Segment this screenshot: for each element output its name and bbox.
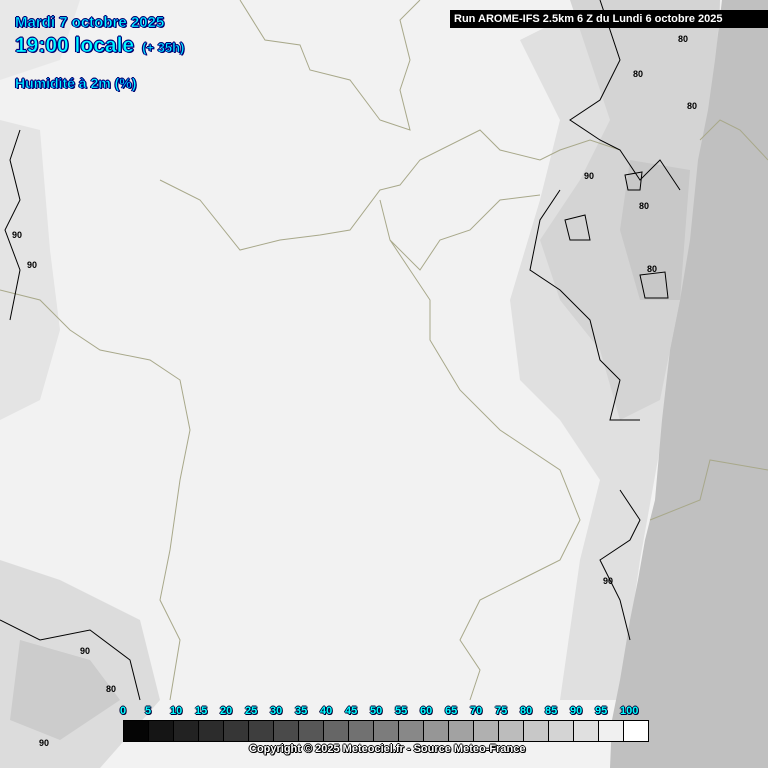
legend-cell bbox=[249, 721, 274, 741]
legend-cell bbox=[349, 721, 374, 741]
contour-label: 80 bbox=[106, 684, 116, 694]
legend-cell bbox=[149, 721, 174, 741]
legend-cell bbox=[574, 721, 599, 741]
legend-label: 75 bbox=[495, 705, 508, 717]
legend-cell bbox=[124, 721, 149, 741]
color-scale-legend bbox=[123, 720, 649, 742]
sea bbox=[610, 0, 768, 768]
legend-cell bbox=[474, 721, 499, 741]
forecast-date: Mardi 7 octobre 2025 bbox=[15, 14, 165, 32]
lead-time: (+ 35h) bbox=[142, 40, 185, 56]
legend-label: 95 bbox=[595, 705, 608, 717]
contour-label: 90 bbox=[80, 646, 90, 656]
forecast-time-value: 19:00 locale bbox=[15, 34, 135, 58]
legend-cell bbox=[199, 721, 224, 741]
legend-cell bbox=[599, 721, 624, 741]
contour-label: 80 bbox=[639, 201, 649, 211]
legend-label: 30 bbox=[270, 705, 283, 717]
legend-label: 25 bbox=[245, 705, 258, 717]
contours bbox=[0, 0, 681, 701]
legend-cell bbox=[274, 721, 299, 741]
legend-cell bbox=[424, 721, 449, 741]
legend-cell bbox=[174, 721, 199, 741]
legend-label: 50 bbox=[370, 705, 383, 717]
contour-label: 90 bbox=[39, 738, 49, 748]
legend-label: 100 bbox=[620, 705, 639, 717]
humidity-shading bbox=[0, 0, 720, 768]
legend-cell bbox=[549, 721, 574, 741]
legend-label: 40 bbox=[320, 705, 333, 717]
copyright: Copyright © 2025 Meteociel.fr - Source M… bbox=[249, 743, 526, 755]
contour-label: 90 bbox=[603, 576, 613, 586]
legend-cell bbox=[324, 721, 349, 741]
legend-cell bbox=[399, 721, 424, 741]
legend-label: 65 bbox=[445, 705, 458, 717]
legend-cell bbox=[499, 721, 524, 741]
legend-cell bbox=[449, 721, 474, 741]
contour-label: 80 bbox=[647, 264, 657, 274]
forecast-time: 19:00 locale (+ 35h) bbox=[15, 34, 185, 58]
legend-cell bbox=[374, 721, 399, 741]
legend-label: 60 bbox=[420, 705, 433, 717]
legend-cell bbox=[624, 721, 648, 741]
variable-title: Humidité à 2m (%) bbox=[15, 75, 137, 92]
contour-label: 80 bbox=[687, 101, 697, 111]
legend-label: 5 bbox=[145, 705, 152, 717]
legend-label: 80 bbox=[520, 705, 533, 717]
legend-label: 90 bbox=[570, 705, 583, 717]
legend-label: 55 bbox=[395, 705, 408, 717]
contour-label: 90 bbox=[27, 260, 37, 270]
run-info-banner: Run AROME-IFS 2.5km 6 Z du Lundi 6 octob… bbox=[450, 10, 768, 28]
legend-label: 85 bbox=[545, 705, 558, 717]
legend-label: 10 bbox=[170, 705, 183, 717]
legend-cell bbox=[299, 721, 324, 741]
contour-label: 80 bbox=[633, 69, 643, 79]
legend-cell bbox=[524, 721, 549, 741]
legend-label: 0 bbox=[120, 705, 127, 717]
contour-label: 80 bbox=[678, 34, 688, 44]
borders bbox=[0, 0, 768, 701]
contour-label: 90 bbox=[12, 230, 22, 240]
legend-label: 70 bbox=[470, 705, 483, 717]
contour-label: 90 bbox=[584, 171, 594, 181]
legend-label: 35 bbox=[295, 705, 308, 717]
legend-label: 20 bbox=[220, 705, 233, 717]
legend-label: 45 bbox=[345, 705, 358, 717]
legend-label: 15 bbox=[195, 705, 208, 717]
legend-cell bbox=[224, 721, 249, 741]
